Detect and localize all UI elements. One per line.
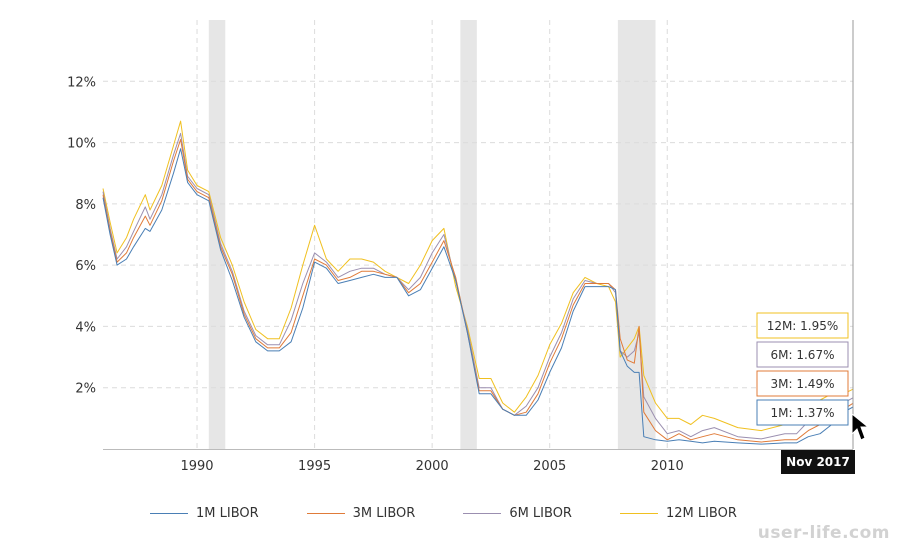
legend-label-1m: 1M LIBOR — [196, 506, 259, 521]
y-tick-label: 8% — [75, 198, 96, 213]
x-tick-label: 2010 — [651, 459, 684, 474]
legend-swatch-12m — [620, 513, 658, 514]
y-tick-label: 6% — [75, 259, 96, 274]
legend-item-3m[interactable]: 3M LIBOR — [307, 506, 416, 521]
tooltip-date-label: Nov 2017 — [786, 455, 850, 469]
legend-swatch-1m — [150, 513, 188, 514]
x-tick-label: 2000 — [416, 459, 449, 474]
legend-item-12m[interactable]: 12M LIBOR — [620, 506, 737, 521]
mouse-cursor-icon — [852, 414, 868, 440]
x-tick-label: 2005 — [533, 459, 566, 474]
recession-band-2 — [618, 20, 656, 449]
tooltip-entry-2: 3M: 1.49% — [757, 371, 848, 396]
tooltip-text: 3M: 1.49% — [771, 377, 835, 391]
legend-item-6m[interactable]: 6M LIBOR — [463, 506, 572, 521]
legend-label-12m: 12M LIBOR — [666, 506, 737, 521]
y-tick-label: 2% — [75, 382, 96, 397]
watermark: user-life.com — [758, 523, 890, 543]
tooltip-text: 1M: 1.37% — [771, 406, 835, 420]
x-tick-label: 1995 — [298, 459, 331, 474]
legend: 1M LIBOR 3M LIBOR 6M LIBOR 12M LIBOR — [150, 503, 790, 523]
x-tick-label: 1990 — [180, 459, 213, 474]
legend-label-3m: 3M LIBOR — [353, 506, 416, 521]
tooltip-entry-1: 6M: 1.67% — [757, 342, 848, 367]
tooltip-text: 6M: 1.67% — [771, 348, 835, 362]
tooltip-text: 12M: 1.95% — [767, 319, 839, 333]
legend-swatch-6m — [463, 513, 501, 514]
tooltip-entry-3: 1M: 1.37% — [757, 400, 848, 425]
recession-band-1 — [460, 20, 476, 449]
legend-swatch-3m — [307, 513, 345, 514]
tooltip-entry-0: 12M: 1.95% — [757, 313, 848, 338]
legend-item-1m[interactable]: 1M LIBOR — [150, 506, 259, 521]
y-tick-label: 4% — [75, 320, 96, 335]
y-tick-label: 10% — [67, 137, 96, 152]
legend-label-6m: 6M LIBOR — [509, 506, 572, 521]
y-tick-label: 12% — [67, 75, 96, 90]
